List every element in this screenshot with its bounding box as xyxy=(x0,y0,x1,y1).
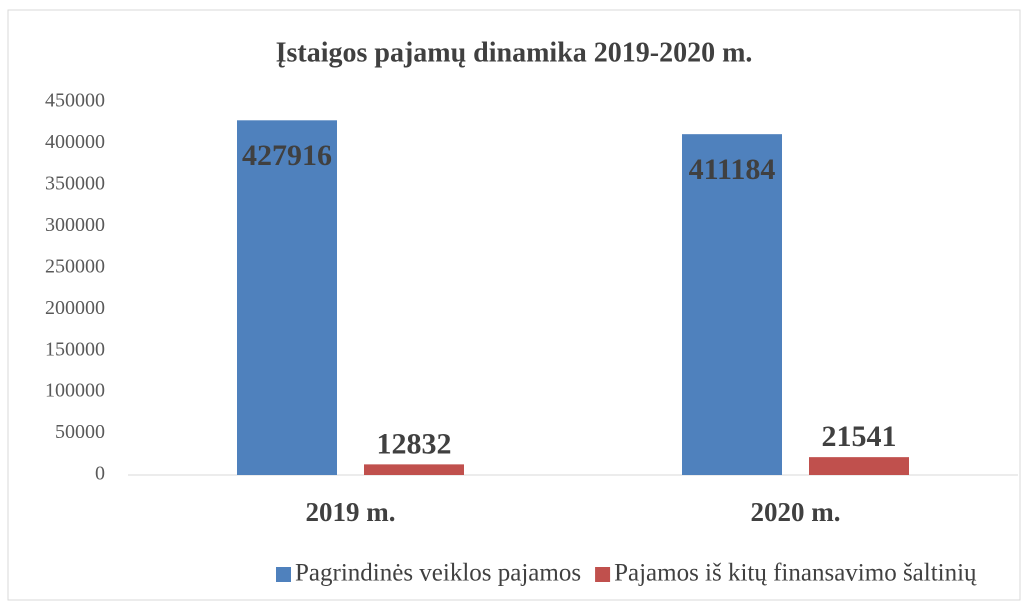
data-label: 427916 xyxy=(242,139,332,172)
y-tick-label: 300000 xyxy=(45,214,105,236)
chart-title: Įstaigos pajamų dinamika 2019-2020 m. xyxy=(276,37,753,68)
x-tick-label: 2019 m. xyxy=(306,497,396,527)
legend-swatch xyxy=(276,567,291,582)
x-tick-label: 2020 m. xyxy=(751,497,841,527)
y-tick-label: 100000 xyxy=(45,380,105,402)
legend-swatch xyxy=(595,567,611,582)
data-label: 12832 xyxy=(377,427,452,460)
y-tick-label: 250000 xyxy=(45,255,105,277)
y-tick-label: 350000 xyxy=(45,172,105,194)
legend-label: Pagrindinės veiklos pajamos xyxy=(295,560,581,587)
data-label: 21541 xyxy=(822,420,897,453)
bar xyxy=(682,134,782,476)
legend-label: Pajamos iš kitų finansavimo šaltinių xyxy=(614,560,977,587)
y-tick-label: 50000 xyxy=(55,421,105,443)
bar xyxy=(364,464,464,475)
y-tick-label: 0 xyxy=(95,463,105,485)
y-tick-label: 150000 xyxy=(45,338,105,360)
y-tick-label: 450000 xyxy=(45,90,105,112)
bar xyxy=(237,120,337,476)
bar xyxy=(809,457,909,475)
y-tick-label: 400000 xyxy=(45,131,105,153)
data-label: 411184 xyxy=(689,153,776,186)
y-tick-label: 200000 xyxy=(45,297,105,319)
chart-border xyxy=(7,9,1021,601)
